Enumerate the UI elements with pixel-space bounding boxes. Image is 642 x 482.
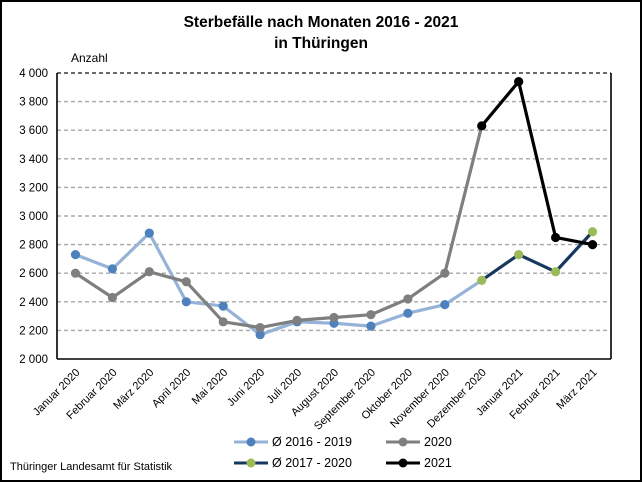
x-tick-label: Juni 2020	[225, 367, 267, 409]
legend-item: 2020	[386, 435, 452, 449]
legend-label: 2021	[424, 456, 452, 470]
data-point	[477, 121, 487, 131]
legend-item: Ø 2017 - 2020	[234, 456, 372, 470]
x-tick-label: Mai 2020	[190, 367, 230, 407]
y-tick-label: 2 800	[19, 240, 48, 252]
chart-title-line2: in Thüringen	[274, 35, 368, 52]
x-tick-label: April 2020	[150, 367, 194, 411]
data-point	[218, 317, 228, 327]
series-line--2017-2020	[480, 230, 595, 282]
data-point	[551, 267, 561, 277]
data-point	[366, 310, 376, 320]
legend-marker-icon	[386, 437, 420, 447]
data-point	[440, 300, 450, 310]
data-point	[144, 267, 154, 277]
y-tick-label: 2 200	[19, 325, 48, 337]
legend-marker-icon	[234, 437, 268, 447]
series-line-2021	[480, 79, 595, 247]
data-point	[218, 301, 228, 311]
data-point	[514, 76, 524, 87]
data-point	[551, 232, 561, 243]
data-point	[70, 268, 81, 278]
legend-marker-icon	[234, 458, 268, 468]
series-line--2016-2019	[73, 231, 484, 337]
data-point	[144, 228, 154, 238]
data-point	[255, 330, 265, 340]
y-tick-label: 3 000	[19, 211, 48, 223]
data-point	[514, 250, 524, 260]
y-tick-label: 3 200	[19, 182, 48, 194]
legend-item: 2021	[386, 456, 452, 470]
data-point	[181, 277, 191, 287]
chart-title: Sterbefälle nach Monaten 2016 - 2021 in …	[2, 12, 640, 54]
legend-marker-icon	[386, 458, 420, 468]
data-point	[403, 308, 413, 318]
y-tick-label: 4 000	[19, 68, 48, 80]
chart-title-line1: Sterbefälle nach Monaten 2016 - 2021	[183, 14, 459, 31]
legend-label: Ø 2017 - 2020	[272, 456, 352, 470]
x-tick-label: März 2021	[554, 367, 599, 412]
data-point	[255, 322, 265, 333]
data-point	[292, 315, 302, 325]
y-tick-label: 3 800	[19, 97, 48, 109]
data-point	[107, 264, 117, 274]
legend-label: Ø 2016 - 2019	[272, 435, 352, 449]
y-axis-title: Anzahl	[71, 51, 108, 65]
x-tick-label: März 2020	[111, 367, 156, 412]
y-tick-label: 2 000	[19, 354, 48, 366]
source-label: Thüringer Landesamt für Statistik	[10, 461, 173, 473]
data-point	[366, 321, 376, 331]
data-point	[440, 268, 450, 278]
data-point	[587, 227, 598, 237]
data-point	[107, 292, 117, 303]
chart-legend: Ø 2016 - 2019 2020 Ø 2017 - 2020 2021	[234, 435, 452, 470]
legend-item: Ø 2016 - 2019	[234, 435, 372, 449]
data-point	[587, 240, 598, 250]
series-line-2020	[73, 124, 484, 330]
data-point	[329, 312, 339, 323]
data-point	[477, 275, 487, 285]
y-tick-label: 2 400	[19, 297, 48, 309]
data-point	[403, 294, 413, 304]
data-point	[181, 297, 191, 307]
data-point	[70, 250, 81, 260]
y-tick-label: 3 600	[19, 125, 48, 137]
y-tick-label: 3 400	[19, 154, 48, 166]
legend-label: 2020	[424, 435, 452, 449]
y-tick-label: 2 600	[19, 268, 48, 280]
